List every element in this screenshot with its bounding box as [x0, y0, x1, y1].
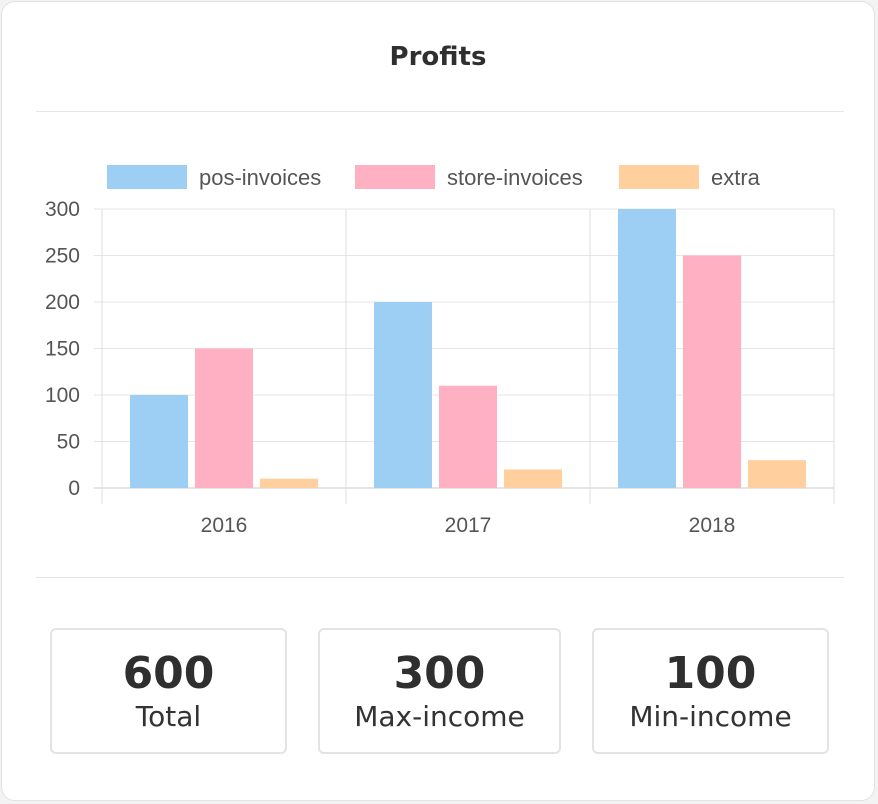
bar-store-invoices-2018 — [683, 255, 741, 488]
stat-min-income: 100 Min-income — [592, 628, 829, 754]
stat-total: 600 Total — [50, 628, 287, 754]
chart-axes: 0 50 100 150 200 250 300 2016 2017 2018 — [45, 198, 735, 537]
y-tick-label-300: 300 — [45, 198, 80, 221]
bar-pos-invoices-2016 — [130, 395, 188, 488]
legend-swatch-pos-invoices — [107, 165, 187, 189]
y-tick-label-250: 250 — [45, 245, 80, 268]
y-tick-label-100: 100 — [45, 384, 80, 407]
x-tick-label-2018: 2018 — [689, 514, 736, 537]
stat-max-income-value: 300 — [393, 648, 486, 699]
chart-legend: pos-invoices store-invoices extra — [107, 165, 761, 190]
bar-store-invoices-2017 — [439, 385, 497, 488]
x-tick-label-2016: 2016 — [201, 514, 248, 537]
footer-divider — [36, 577, 844, 578]
y-tick-label-150: 150 — [45, 338, 80, 361]
legend-swatch-extra — [619, 165, 699, 189]
bar-extra-2018 — [748, 460, 806, 488]
stat-max-income: 300 Max-income — [318, 628, 561, 754]
y-tick-label-0: 0 — [68, 477, 80, 500]
header-divider — [36, 111, 844, 112]
stat-min-income-value: 100 — [664, 648, 757, 699]
bar-extra-2016 — [260, 478, 318, 488]
x-tick-label-2017: 2017 — [445, 514, 492, 537]
stat-max-income-label: Max-income — [354, 700, 525, 733]
y-tick-label-200: 200 — [45, 291, 80, 314]
profits-chart: pos-invoices store-invoices extra 0 50 100 15… — [45, 165, 835, 537]
y-tick-label-50: 50 — [57, 431, 80, 454]
bar-pos-invoices-2018 — [618, 209, 676, 488]
stat-total-value: 600 — [122, 648, 215, 699]
card-title: Profits — [389, 42, 487, 72]
bar-extra-2017 — [504, 469, 562, 488]
legend-swatch-store-invoices — [355, 165, 435, 189]
bar-pos-invoices-2017 — [374, 302, 432, 488]
legend-label-extra: extra — [711, 165, 761, 190]
legend-label-store-invoices: store-invoices — [447, 165, 583, 190]
legend-label-pos-invoices: pos-invoices — [199, 165, 321, 190]
chart-bars — [130, 209, 806, 488]
stat-min-income-label: Min-income — [629, 700, 792, 733]
stat-total-label: Total — [135, 700, 202, 733]
bar-store-invoices-2016 — [195, 348, 253, 488]
